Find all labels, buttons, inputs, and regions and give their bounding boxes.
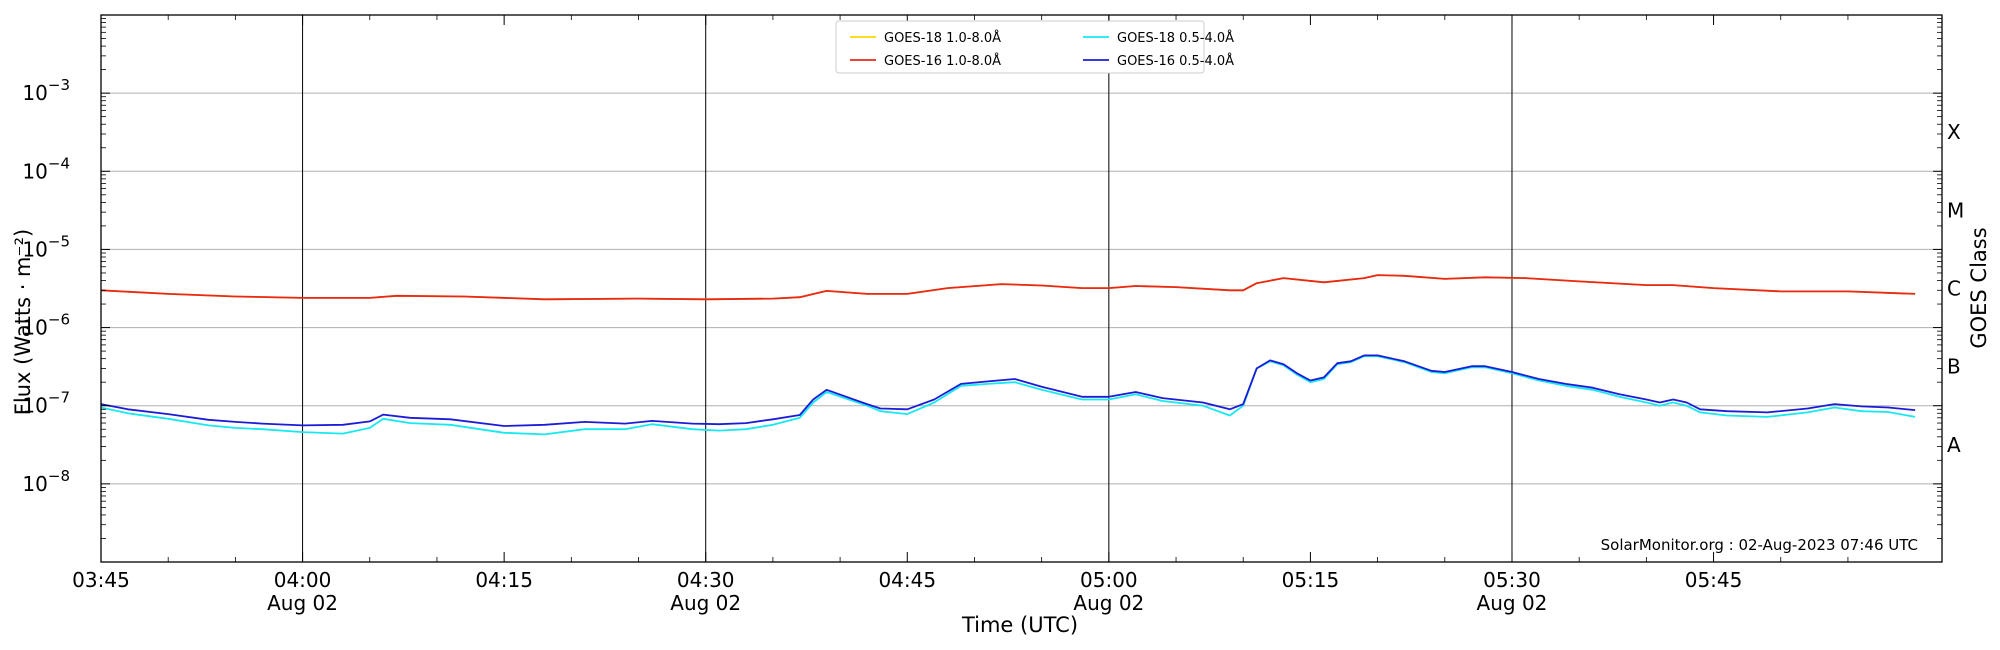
series-line-2 [100, 355, 1916, 436]
x-tick-label: 05:30 [1483, 568, 1541, 592]
goes-class-label: M [1947, 198, 1964, 222]
x-tick-date-label: Aug 02 [267, 591, 338, 615]
day-markers [302, 15, 1513, 562]
goes-class-label: C [1947, 277, 1961, 301]
credit-text: SolarMonitor.org : 02-Aug-2023 07:46 UTC [1601, 536, 1918, 554]
data-series [100, 274, 1916, 436]
x-tick-label: 04:45 [878, 568, 936, 592]
x-axis-title: Time (UTC) [961, 613, 1078, 637]
x-tick-label: 04:00 [274, 568, 332, 592]
x-tick-label: 05:45 [1685, 568, 1743, 592]
x-tick-date-label: Aug 02 [1073, 591, 1144, 615]
goes-class-label: X [1947, 120, 1961, 144]
goes-class-axis-title: GOES Class [1967, 227, 1991, 348]
series-line-1 [100, 274, 1916, 301]
y-tick-label: 10−4 [22, 154, 70, 183]
gridlines [101, 92, 1942, 485]
legend-label: GOES-16 0.5-4.0Å [1117, 53, 1234, 69]
x-tick-label: 04:15 [475, 568, 533, 592]
goes-class-label: B [1947, 355, 1961, 379]
legend-label: GOES-18 1.0-8.0Å [884, 30, 1001, 46]
legend-box [835, 20, 1205, 74]
plot-frame [100, 14, 1943, 563]
goes-class-label: A [1947, 433, 1961, 457]
y-axis-title: Flux (Watts · m⁻²) [11, 229, 35, 415]
x-tick-date-label: Aug 02 [1477, 591, 1548, 615]
legend: GOES-18 1.0-8.0Å GOES-16 1.0-8.0Å GOES-18 … [835, 20, 1234, 74]
x-tick-label: 05:15 [1282, 568, 1340, 592]
y-tick-label: 10−5 [22, 232, 70, 261]
x-tick-date-label: Aug 02 [670, 591, 741, 615]
x-tick-label: 05:00 [1080, 568, 1138, 592]
axis-ticks [100, 15, 1942, 562]
series-line-0 [100, 274, 1916, 301]
series-line-3 [100, 354, 1916, 427]
y-tick-label: 10−6 [22, 311, 70, 340]
y-tick-label: 10−3 [22, 76, 70, 105]
x-tick-label: 03:45 [72, 568, 130, 592]
y-tick-label: 10−8 [22, 467, 70, 496]
y-tick-label: 10−7 [22, 389, 70, 418]
legend-label: GOES-18 0.5-4.0Å [1117, 30, 1234, 46]
legend-label: GOES-16 1.0-8.0Å [884, 53, 1001, 69]
x-tick-label: 04:30 [677, 568, 735, 592]
